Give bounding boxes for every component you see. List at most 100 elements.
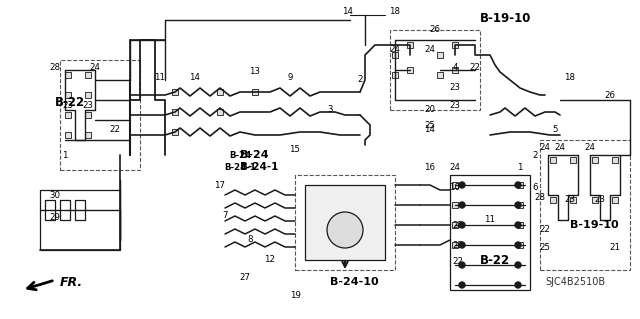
Text: 6: 6 [532,183,538,192]
Bar [517,202,523,208]
Bar [612,197,618,203]
Text: 28: 28 [534,194,545,203]
Bar [85,112,91,118]
Text: 9: 9 [287,73,292,83]
Text: B-24: B-24 [240,150,269,160]
Bar [517,242,523,248]
Bar [392,52,398,58]
Text: B-24: B-24 [229,151,251,160]
Text: 14: 14 [342,8,353,17]
Bar [452,202,458,208]
Text: 24: 24 [540,144,550,152]
Text: 24: 24 [449,164,461,173]
Bar [65,92,71,98]
Text: 26: 26 [605,91,616,100]
Bar [172,129,178,135]
Text: 28: 28 [49,63,61,72]
Text: 23: 23 [452,220,463,229]
Bar [437,52,443,58]
Bar [437,72,443,78]
Text: 26: 26 [429,26,440,34]
Bar [517,222,523,228]
Bar [40,190,120,250]
Text: 18: 18 [564,73,575,83]
Bar [452,242,458,248]
Text: 11: 11 [484,216,495,225]
Bar [407,67,413,73]
Bar [217,89,223,95]
Text: 14: 14 [189,73,200,83]
Bar [407,42,413,48]
Text: 24: 24 [90,63,100,72]
Text: 24: 24 [584,144,595,152]
Circle shape [515,202,521,208]
Text: 23: 23 [564,196,575,204]
Circle shape [459,282,465,288]
Text: B-24-1: B-24-1 [240,162,278,172]
Text: 30: 30 [49,190,61,199]
Bar [450,175,530,290]
Circle shape [515,282,521,288]
Text: 2: 2 [532,151,538,160]
Text: 1: 1 [517,164,523,173]
Text: 1: 1 [62,151,68,160]
Text: 23: 23 [63,100,74,109]
Bar [540,140,630,270]
Text: 17: 17 [214,181,225,189]
Text: 18: 18 [390,8,401,17]
Text: 5: 5 [552,125,557,135]
Text: 23: 23 [83,100,93,109]
Bar [517,182,523,188]
Text: 23: 23 [595,196,605,204]
Text: 24: 24 [554,144,566,152]
Text: 29: 29 [49,213,60,222]
Bar [252,89,258,95]
Text: 22: 22 [540,226,550,234]
Text: 16: 16 [424,164,435,173]
Bar [85,72,91,78]
Circle shape [515,182,521,188]
Text: B-19-10: B-19-10 [570,220,619,230]
Circle shape [327,212,363,248]
Text: B-19-10: B-19-10 [480,11,531,25]
Bar [570,157,576,163]
Text: 25: 25 [540,243,550,253]
Bar [85,132,91,138]
Circle shape [459,242,465,248]
Bar [172,109,178,115]
Text: 22: 22 [452,257,463,266]
Bar [452,42,458,48]
Text: 3: 3 [327,106,333,115]
Bar [85,92,91,98]
Text: 25: 25 [424,121,435,130]
Text: 21: 21 [609,243,621,253]
Circle shape [515,222,521,228]
Text: 23: 23 [452,241,463,249]
Text: 23: 23 [449,84,461,93]
Text: 22: 22 [109,125,120,135]
Bar [172,89,178,95]
Text: 20: 20 [424,106,435,115]
Text: SJC4B2510B: SJC4B2510B [545,277,605,287]
Bar [592,157,598,163]
Text: 13: 13 [250,68,260,77]
Text: 22: 22 [470,63,481,72]
Bar [65,132,71,138]
Bar [452,182,458,188]
Text: 8: 8 [247,235,253,244]
Bar [612,157,618,163]
Text: 27: 27 [239,273,250,283]
Bar [295,175,395,270]
Circle shape [515,242,521,248]
Bar [65,72,71,78]
Text: FR.: FR. [60,277,83,290]
Bar [550,157,556,163]
Bar [550,197,556,203]
Circle shape [515,262,521,268]
Text: B-24-1: B-24-1 [224,162,256,172]
Bar [305,185,385,260]
Text: B-22: B-22 [55,97,85,109]
Text: 14: 14 [424,125,435,135]
Text: 2: 2 [357,76,363,85]
Bar [570,197,576,203]
